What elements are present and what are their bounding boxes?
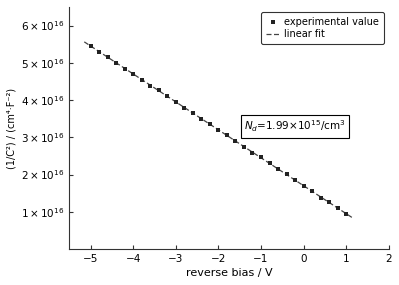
experimental value [130,72,136,76]
experimental value [105,55,111,60]
linear fit [325,200,330,203]
experimental value [173,100,179,104]
linear fit [246,148,251,151]
experimental value [258,155,264,160]
experimental value [96,50,103,54]
experimental value [181,105,188,110]
experimental value [190,111,196,115]
experimental value [122,66,128,71]
experimental value [292,178,298,182]
linear fit [83,41,87,44]
experimental value [87,43,94,48]
experimental value [138,77,145,82]
experimental value [147,84,154,88]
experimental value [275,167,281,171]
Line: linear fit: linear fit [84,42,353,218]
linear fit [241,145,246,148]
experimental value [283,172,290,176]
experimental value [232,139,239,143]
linear fit [308,188,313,192]
experimental value [334,206,341,210]
experimental value [326,200,332,204]
experimental value [224,133,230,138]
experimental value [249,150,256,155]
Legend: experimental value, linear fit: experimental value, linear fit [261,12,384,44]
experimental value [343,211,350,216]
experimental value [164,94,170,98]
X-axis label: reverse bias / V: reverse bias / V [186,268,273,278]
Text: $N_d$=1.99×10$^{15}$/cm$^3$: $N_d$=1.99×10$^{15}$/cm$^3$ [244,118,346,134]
Y-axis label: (1/C²) / (cm⁴·F⁻²): (1/C²) / (cm⁴·F⁻²) [7,87,17,168]
experimental value [113,60,119,65]
experimental value [300,184,307,188]
experimental value [266,161,273,166]
linear fit [82,40,87,44]
experimental value [207,122,213,127]
experimental value [309,189,315,194]
experimental value [318,195,324,200]
linear fit [350,216,355,219]
experimental value [215,128,221,133]
experimental value [156,88,162,93]
experimental value [198,117,205,121]
linear fit [241,144,245,148]
experimental value [241,144,247,149]
